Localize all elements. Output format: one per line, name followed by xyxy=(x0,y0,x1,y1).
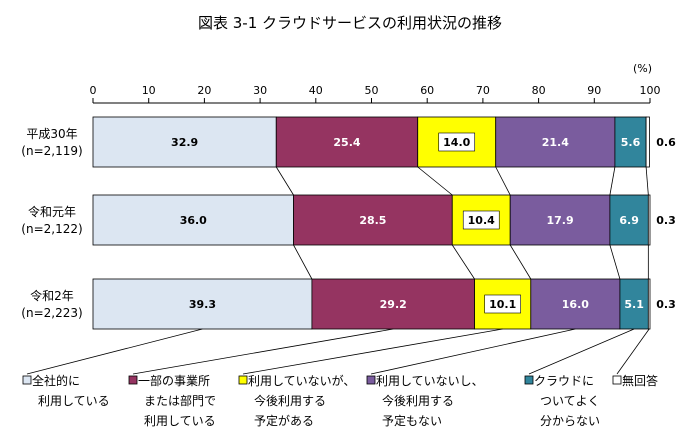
x-tick-label: 100 xyxy=(640,84,661,97)
category-sublabel: (n=2,223) xyxy=(21,306,82,320)
legend-label: 利用していないし、 xyxy=(376,374,484,388)
connector-line xyxy=(609,244,621,280)
data-label: 36.0 xyxy=(180,214,207,227)
legend-label: 全社的に xyxy=(32,373,80,388)
category-sublabel: (n=2,122) xyxy=(21,222,82,236)
legend-label: 今後利用する xyxy=(382,393,454,408)
legend-swatch xyxy=(366,375,376,385)
legend-leader-line xyxy=(528,328,635,375)
x-tick-label: 0 xyxy=(90,84,97,97)
x-tick-label: 10 xyxy=(142,84,156,97)
bar-segment xyxy=(647,278,651,330)
x-tick-label: 80 xyxy=(532,84,546,97)
bar-segment xyxy=(417,116,497,168)
legend-leader-line xyxy=(26,328,203,375)
data-label: 16.0 xyxy=(562,298,589,311)
legend-leader-line xyxy=(242,328,503,375)
data-label: 28.5 xyxy=(359,214,386,227)
x-tick-label: 60 xyxy=(420,84,434,97)
legend-label: 利用している xyxy=(144,414,216,428)
legend-leader-line xyxy=(132,328,394,375)
data-label: 32.9 xyxy=(171,136,198,149)
data-label: 17.9 xyxy=(546,214,573,227)
connector-line xyxy=(417,166,453,196)
connector-line xyxy=(451,244,475,280)
data-label: 10.4 xyxy=(468,214,495,227)
bar-segment xyxy=(647,194,651,246)
bar-segment xyxy=(92,194,294,246)
data-label: 10.1 xyxy=(489,298,516,311)
data-label-box xyxy=(462,210,500,230)
x-tick-label: 50 xyxy=(365,84,379,97)
data-label-box xyxy=(484,294,521,314)
data-label: 29.2 xyxy=(380,298,407,311)
bar-segment xyxy=(614,116,647,168)
legend-swatch xyxy=(22,375,32,385)
legend-swatch xyxy=(612,375,622,385)
chart-title: 図表 3-1 クラウドサービスの利用状況の推移 xyxy=(198,14,502,32)
legend-label: 分からない xyxy=(540,414,600,428)
legend: 全社的に利用している一部の事業所または部門で利用している利用していないが、今後利… xyxy=(22,328,658,428)
legend-label: 一部の事業所 xyxy=(138,373,210,388)
data-label: 25.4 xyxy=(333,136,360,149)
category-label: 令和2年 xyxy=(30,288,74,303)
legend-label: 予定がある xyxy=(254,413,314,428)
category-sublabel: (n=2,119) xyxy=(21,144,82,158)
legend-label: 予定もない xyxy=(382,413,442,428)
x-tick-label: 30 xyxy=(253,84,267,97)
data-label-box xyxy=(438,132,476,152)
connector-line xyxy=(275,166,294,196)
legend-label: 無回答 xyxy=(622,373,658,388)
x-tick-label: 90 xyxy=(587,84,601,97)
bars: 32.9 25.4 14.0 21.4 5.6 0.6 36.0 28.5 10.4 17.9 6.… xyxy=(92,116,676,330)
category-labels: 平成30年 (n=2,119) 令和元年 (n=2,122) 令和2年 (n=2,223) xyxy=(21,127,82,320)
data-label: 21.4 xyxy=(542,136,569,149)
category-label: 平成30年 xyxy=(26,127,77,141)
bar-segment xyxy=(645,116,650,168)
data-label: 14.0 xyxy=(443,136,470,149)
legend-swatch xyxy=(128,375,138,385)
x-tick-label: 70 xyxy=(476,84,490,97)
bar-segment xyxy=(495,116,616,168)
legend-swatch xyxy=(524,375,534,385)
data-label: 6.9 xyxy=(619,214,639,227)
bar-segment xyxy=(293,194,453,246)
data-label: 5.1 xyxy=(624,298,644,311)
bar-segment xyxy=(619,278,649,330)
data-label: 39.3 xyxy=(189,298,216,311)
category-label: 令和元年 xyxy=(28,204,76,219)
data-label: 0.3 xyxy=(656,214,676,227)
legend-leader-line xyxy=(370,328,576,375)
x-tick-label: 20 xyxy=(197,84,211,97)
legend-label: クラウドに xyxy=(534,374,594,388)
legend-label: ついてよく xyxy=(540,394,600,408)
data-label: 0.3 xyxy=(656,298,676,311)
bar-segment xyxy=(275,116,419,168)
x-axis: 0 10 20 30 40 50 60 70 80 90 100 xyxy=(90,84,661,104)
unit-label: (%) xyxy=(633,62,652,75)
data-label: 0.6 xyxy=(656,136,676,149)
bar-segment xyxy=(92,116,277,168)
connector-line xyxy=(495,166,511,196)
legend-label: 今後利用する xyxy=(254,393,326,408)
x-tick-label: 40 xyxy=(309,84,323,97)
data-label: 5.6 xyxy=(621,136,641,149)
bar-segment xyxy=(92,278,313,330)
legend-swatch xyxy=(238,375,248,385)
connector-line xyxy=(609,166,616,196)
connector-line xyxy=(293,244,313,280)
connector-line xyxy=(645,166,649,196)
legend-label: 利用している xyxy=(38,394,110,408)
legend-leader-line xyxy=(616,328,650,375)
legend-label: または部門で xyxy=(144,393,216,408)
legend-label: 利用していないが、 xyxy=(248,373,355,388)
connector-line xyxy=(509,244,532,280)
bar-segment xyxy=(530,278,621,330)
bar-segment xyxy=(609,194,649,246)
